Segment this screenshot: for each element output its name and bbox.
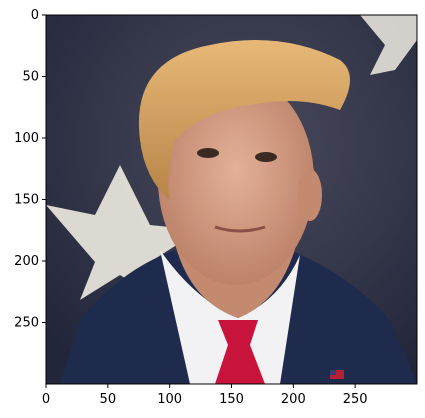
x-tick-label: 50 [100, 392, 117, 407]
y-axis: 0 50 100 150 200 250 [14, 8, 46, 331]
y-tick-label: 0 [31, 8, 39, 23]
y-tick-label: 50 [22, 70, 39, 85]
shirt-collar [160, 250, 300, 384]
hair [138, 40, 350, 200]
y-tick-label: 100 [14, 131, 39, 146]
y-tick-label: 200 [14, 254, 39, 269]
right-eye [255, 152, 277, 162]
x-tick-label: 150 [219, 392, 244, 407]
suit-jacket [60, 250, 417, 384]
ear [298, 169, 322, 221]
x-tick-label: 200 [281, 392, 306, 407]
x-tick-label: 250 [343, 392, 368, 407]
face [158, 75, 314, 285]
x-axis: 0 50 100 150 200 250 [42, 384, 368, 407]
flag-lapel-pin [330, 370, 344, 379]
x-tick-label: 100 [157, 392, 182, 407]
mouth [214, 225, 266, 233]
portrait-image [46, 15, 417, 384]
x-tick-label: 0 [42, 392, 50, 407]
left-eye [197, 148, 219, 158]
background-star-left [46, 165, 200, 300]
y-tick-label: 150 [14, 193, 39, 208]
background-star-top-right [360, 15, 417, 75]
y-tick-label: 250 [14, 316, 39, 331]
flag-lapel-pin-canton [330, 370, 336, 375]
red-tie [215, 320, 265, 384]
